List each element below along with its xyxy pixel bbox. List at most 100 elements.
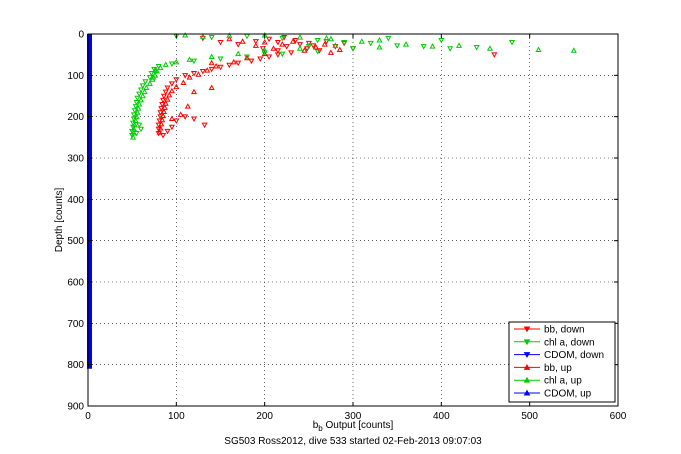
series-chl-a-down-point (279, 35, 286, 42)
series-chl-a-down-point (367, 40, 374, 47)
y-tick-label: 400 (67, 195, 84, 206)
legend-marker-bb-up (523, 363, 531, 370)
series-chl-a-down-point (394, 43, 401, 49)
series-bb-up-point (159, 116, 166, 123)
series-chl-a-down-point (190, 58, 198, 65)
series-chl-a-down-point (314, 37, 321, 44)
series-chl-a-up-point (332, 42, 339, 48)
legend-marker-cdom-up (523, 389, 531, 396)
series-chl-a-down-point (131, 108, 138, 114)
series-chl-a-down-point (208, 35, 215, 41)
series-chl-a-down-point (148, 71, 155, 77)
series-chl-a-up-point (136, 101, 143, 107)
series-chl-a-up-point (146, 80, 153, 86)
series-chl-a-down-point (420, 44, 427, 50)
series-bb-down-point (164, 85, 171, 91)
y-tick-label: 600 (67, 278, 84, 289)
series-chl-a-up-point (455, 42, 463, 48)
y-tick-label: 100 (67, 71, 84, 82)
x-tick-label: 100 (168, 411, 185, 422)
series-bb-down-point (217, 64, 224, 71)
series-chl-a-up-point (199, 33, 206, 39)
series-chl-a-up-point (402, 41, 410, 47)
series-chl-a-up-point (358, 38, 365, 44)
series-bb-down-point (160, 97, 167, 104)
series-bb-down-point (190, 116, 198, 122)
grid-lines (88, 34, 618, 406)
series-bb-down-point (252, 39, 259, 45)
series-chl-a-down-point (146, 75, 153, 81)
legend-marker-bb-down (523, 326, 531, 333)
y-tick-label: 0 (78, 30, 84, 41)
series-bb-up-point (327, 49, 334, 55)
series-chl-a-up-point (376, 36, 383, 43)
series-bb-down-point (266, 54, 273, 60)
series-bb-down-point (248, 58, 255, 65)
series-bb-up-point (168, 115, 175, 121)
series-bb-up-point (289, 38, 296, 44)
series-bb-up-point (279, 41, 286, 47)
series-chl-a-up-point (152, 72, 159, 78)
legend-label-cdom-up: CDOM, up (544, 389, 592, 400)
x-axis-label: bb Output [counts] (313, 420, 394, 433)
series-chl-a-down-point (168, 61, 175, 67)
series-bb-up-point (208, 84, 215, 90)
series-bb-down-point (182, 73, 189, 79)
series-chl-a-up-point (162, 61, 169, 67)
series-chl-a-down-point (142, 79, 149, 85)
series-chl-a-up-point (296, 45, 304, 51)
tick-marks: 0 100 200 300 400 500 600 0 100 200 300 400 500 600 70… (67, 30, 626, 423)
series-bb-down-point (310, 43, 317, 49)
series-bb-up-point (312, 43, 319, 50)
series-bb-up-point (156, 129, 163, 135)
legend-label-chl-a-down: chl a, down (544, 337, 595, 348)
legend-marker-chl-a-down (523, 339, 531, 346)
series-chl-a-down-point (447, 46, 454, 52)
series-bb-up-point (160, 112, 167, 119)
series-bb-down-point (217, 40, 224, 46)
legend-label-bb-up: bb, up (544, 363, 572, 374)
series-bb-up-point (243, 54, 251, 61)
series-chl-a-down-point (508, 40, 516, 46)
series-chl-a-up-point (137, 96, 145, 103)
series-bb-up-point (161, 104, 168, 110)
series-bb-down-point (155, 126, 162, 133)
series-bb-up-point (160, 108, 168, 114)
series-bb-up-point (158, 120, 165, 127)
legend-label-chl-a-up: chl a, up (544, 376, 582, 387)
series-bb-down-point (160, 133, 167, 139)
series-bb-down-point (190, 71, 198, 77)
series-chl-a-up-point (261, 47, 268, 53)
series-bb-up-point (184, 103, 191, 109)
series-bb-up-point (252, 42, 259, 48)
series-chl-a-up-point (132, 117, 139, 124)
series-bb-up-point (168, 87, 175, 94)
series-chl-a-up-point (208, 53, 215, 59)
series-chl-a-up-point (235, 50, 242, 57)
series-bb-down-point (173, 118, 180, 125)
series-bb-down-point (316, 48, 323, 54)
series-bb-up-point (336, 46, 343, 52)
legend-label-cdom-down: CDOM, down (544, 350, 604, 361)
series-bb-down-point (235, 60, 242, 67)
series-bb-up-point (208, 59, 215, 66)
series-chl-a-up-point (130, 129, 137, 136)
series-bb-up-point (270, 45, 277, 51)
series-chl-a-up-point (376, 43, 383, 50)
series-bb-down-point (199, 68, 206, 75)
series-bb-down-point (296, 42, 304, 48)
series-bb-down-point (266, 36, 273, 43)
series-chl-a-up-point (429, 43, 436, 49)
series-chl-a-up-point (157, 64, 164, 71)
series-chl-a-down-point (279, 51, 286, 58)
series-chl-a-down-point (305, 44, 312, 50)
x-tick-label: 600 (610, 411, 627, 422)
series-chl-a-down-point (130, 112, 137, 118)
series-chl-a-down-point (132, 104, 139, 110)
series-bb-down-point (159, 102, 166, 108)
series-chl-a-up-point (133, 113, 140, 119)
series-chl-a-up-point (182, 32, 189, 38)
series-bb-down-point (168, 124, 175, 131)
series-bb-down-point (226, 62, 233, 69)
